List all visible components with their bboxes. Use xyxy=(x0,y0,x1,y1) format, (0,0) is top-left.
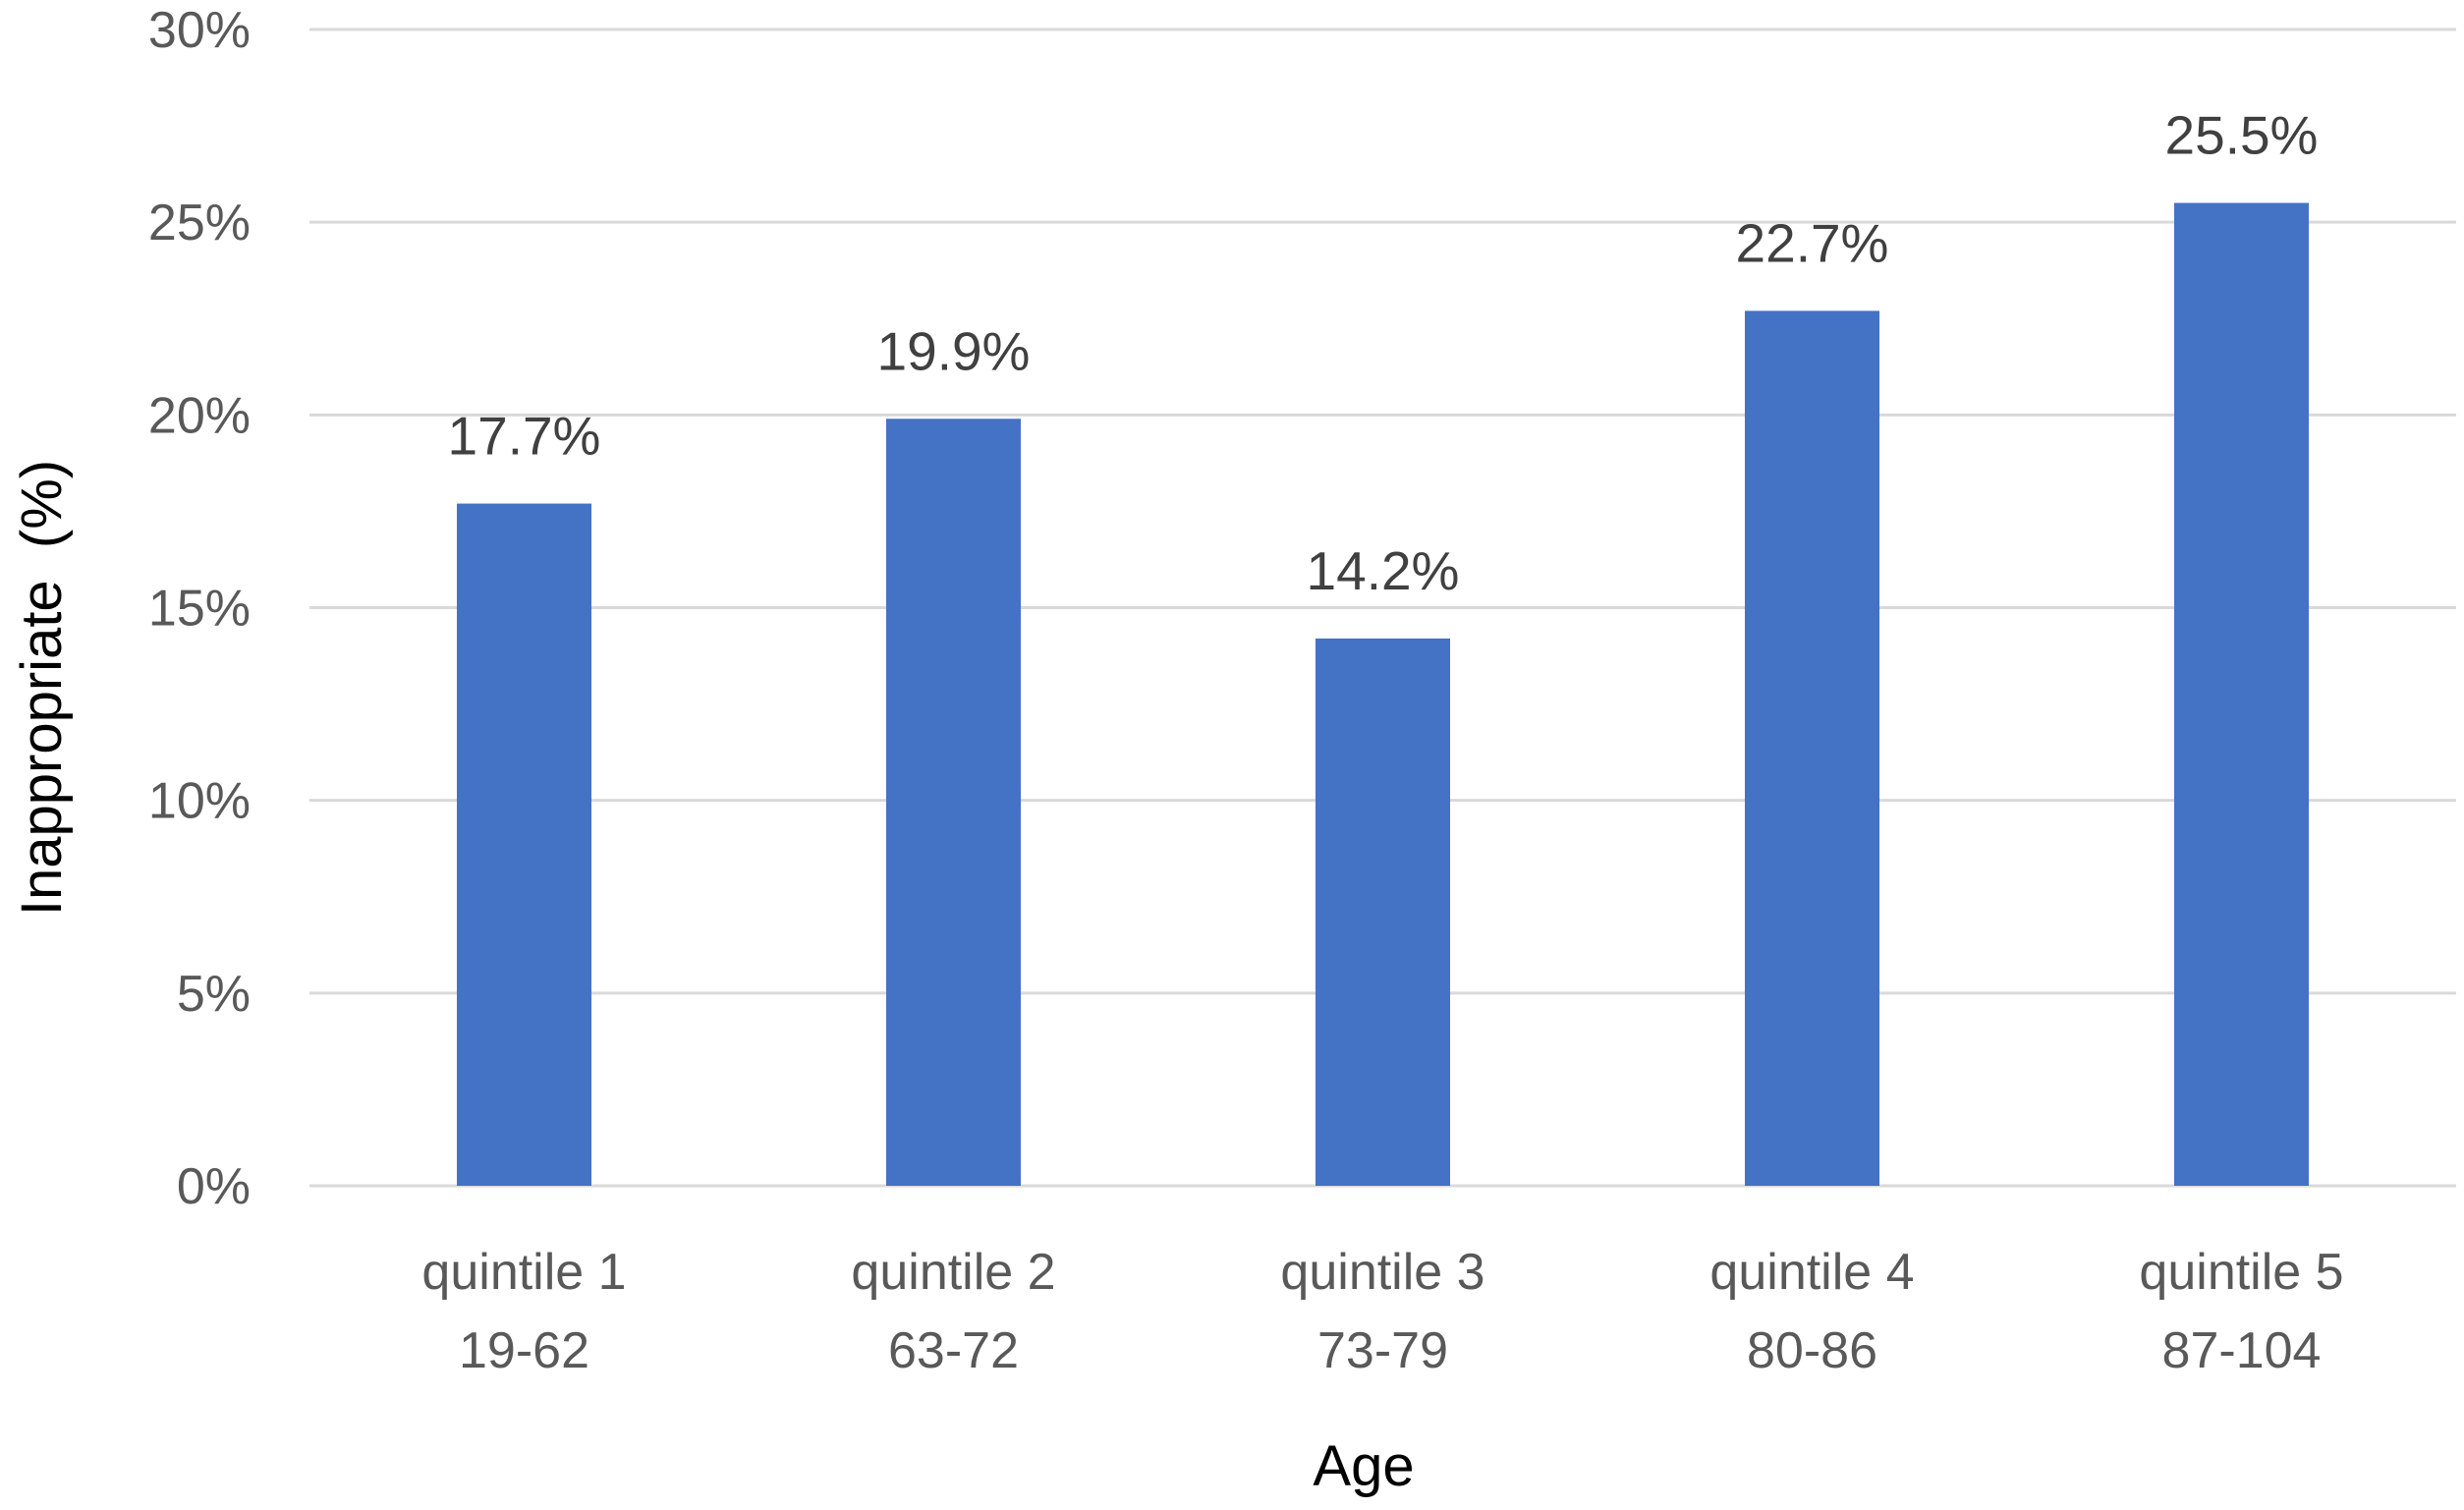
y-axis-ticks: 0% 5% 10% 15% 20% 25% 30% xyxy=(148,2,251,1215)
category-label: quintile 5 xyxy=(2139,1244,2343,1301)
bar xyxy=(2174,202,2309,1187)
y-tick-label: 25% xyxy=(148,195,251,252)
category-range-label: 19-62 xyxy=(459,1322,589,1379)
y-tick-label: 20% xyxy=(148,387,251,444)
bar xyxy=(457,503,591,1186)
category-label: quintile 4 xyxy=(1709,1244,1914,1301)
y-tick-label: 0% xyxy=(177,1158,251,1215)
x-axis-categories: quintile 1 19-62 quintile 2 63-72 quintile 3… xyxy=(421,1244,2343,1379)
data-label: 14.2% xyxy=(1307,540,1460,601)
data-labels: 17.7% 19.9% 14.2% 22.7% 25.5% xyxy=(448,105,2319,601)
y-tick-label: 10% xyxy=(148,773,251,830)
y-tick-label: 15% xyxy=(148,581,251,638)
category-range-label: 80-86 xyxy=(1747,1322,1877,1379)
bars xyxy=(457,202,2309,1187)
y-axis-title: Inappropriate (%) xyxy=(10,460,74,916)
data-label: 17.7% xyxy=(448,406,601,467)
x-axis-title: Age xyxy=(1313,1434,1414,1498)
bar xyxy=(1745,310,1879,1186)
category-label: quintile 1 xyxy=(421,1244,626,1301)
category-label: quintile 3 xyxy=(1280,1244,1484,1301)
bar xyxy=(1316,638,1450,1186)
data-label: 22.7% xyxy=(1736,212,1889,273)
y-tick-label: 30% xyxy=(148,2,251,59)
category-range-label: 63-72 xyxy=(888,1322,1019,1379)
category-label: quintile 2 xyxy=(851,1244,1055,1301)
category-range-label: 73-79 xyxy=(1317,1322,1448,1379)
data-label: 25.5% xyxy=(2165,105,2319,166)
y-tick-label: 5% xyxy=(177,966,251,1023)
category-range-label: 87-104 xyxy=(2162,1322,2322,1379)
bar xyxy=(886,419,1021,1186)
data-label: 19.9% xyxy=(877,320,1031,381)
